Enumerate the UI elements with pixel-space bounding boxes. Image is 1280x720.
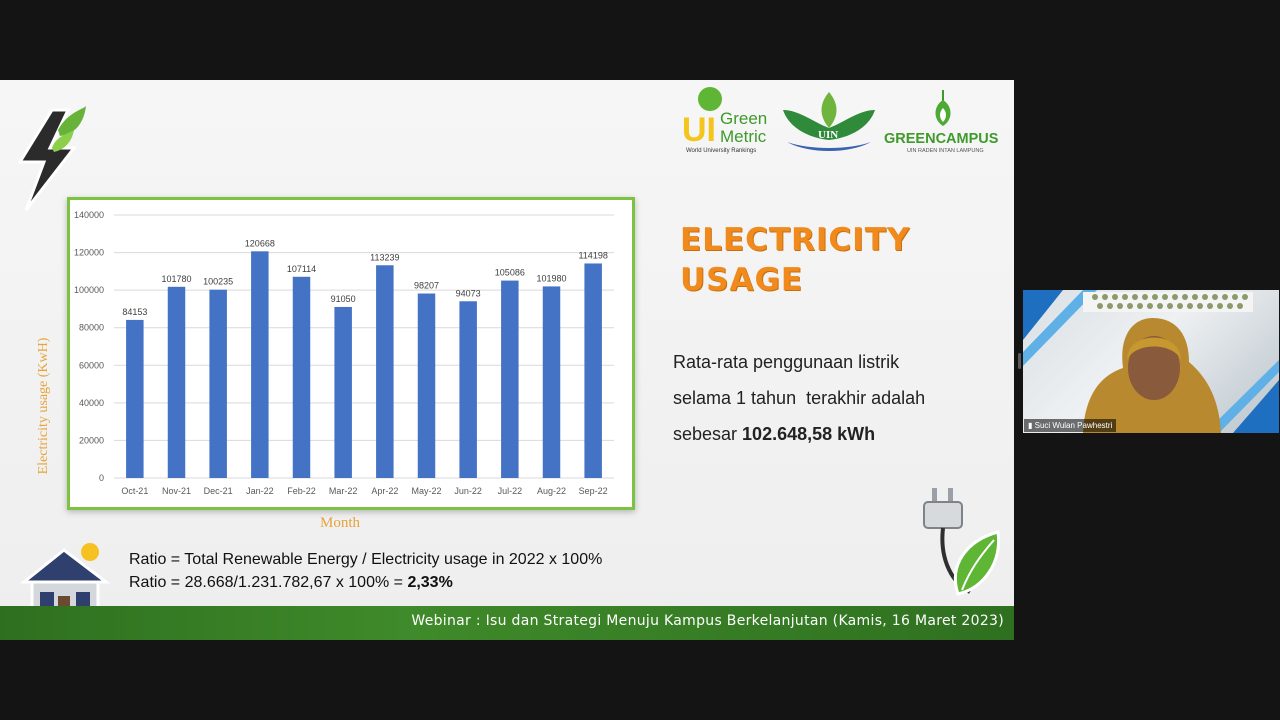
chart-data-label: 94073 <box>456 288 481 298</box>
chart-x-tick-label: Jan-22 <box>246 486 274 496</box>
chart-bar <box>459 301 477 478</box>
chart-data-label: 105086 <box>495 268 525 278</box>
chart-bar <box>584 263 602 478</box>
chart-data-label: 114198 <box>578 250 607 260</box>
lightning-leaf-icon <box>17 106 86 211</box>
greenmetric-logo-green: Green <box>720 109 767 128</box>
chart-x-tick-label: Sep-22 <box>579 486 608 496</box>
chart-x-tick-label: Oct-21 <box>121 486 148 496</box>
greencampus-logo: GREENCAMPUS UIN RADEN INTAN LAMPUNG <box>884 90 999 154</box>
ratio-result: 2,33% <box>407 574 453 591</box>
chart-y-tick-label: 100000 <box>74 285 104 295</box>
participant-name: Suci Wulan Pawhestri <box>1034 421 1113 430</box>
average-usage-value: 102.648,58 kWh <box>742 424 876 444</box>
ratio-calculation: Ratio = 28.668/1.231.782,67 x 100% = 2,3… <box>129 571 689 594</box>
panel-resize-handle[interactable] <box>1018 353 1021 369</box>
chart-data-label: 100235 <box>203 277 233 287</box>
chart-y-tick-label: 40000 <box>79 398 104 408</box>
uin-logo: UIN <box>783 92 875 151</box>
renewable-ratio-text: Ratio = Total Renewable Energy / Electri… <box>129 548 689 594</box>
chart-bar <box>167 286 186 478</box>
slide-footer-bar: Webinar : Isu dan Strategi Menuju Kampus… <box>0 606 1014 640</box>
chart-data-label: 107114 <box>287 264 316 274</box>
desc-line1: Rata-rata penggunaan listrik <box>673 352 900 372</box>
chart-y-tick-label: 0 <box>99 473 104 483</box>
chart-x-tick-label: Nov-21 <box>162 486 191 496</box>
ratio-formula: Ratio = Total Renewable Energy / Electri… <box>129 551 603 568</box>
chart-bar <box>334 306 352 478</box>
greenmetric-logo-sub: World University Rankings <box>686 148 756 154</box>
desc-line3: sebesar 102.648,58 kWh <box>673 416 1003 452</box>
ratio-calculation-prefix: Ratio = 28.668/1.231.782,67 x 100% = <box>129 574 408 591</box>
chart-x-tick-label: Jul-22 <box>498 486 523 496</box>
chart-bar <box>251 251 269 478</box>
chart-data-label: 84153 <box>122 307 147 317</box>
chart-canvas: 0 20000 40000 60000 80000 100000 120000 140000 8… <box>74 210 614 496</box>
presentation-slide: UI Green Metric World University Ranking… <box>0 80 1014 640</box>
chart-x-tick-label: Jun-22 <box>454 486 482 496</box>
chart-x-tick-label: Mar-22 <box>329 486 358 496</box>
chart-data-label: 98207 <box>414 281 439 291</box>
chart-data-label: 120668 <box>245 238 275 248</box>
chart-data-label: 101780 <box>161 274 191 284</box>
greencampus-logo-text: GREENCAMPUS <box>884 131 999 147</box>
chart-y-tick-label: 20000 <box>79 435 104 445</box>
desc-line2: selama 1 tahun terakhir adalah <box>673 388 926 408</box>
greencampus-logo-sub: UIN RADEN INTAN LAMPUNG <box>907 148 984 154</box>
chart-data-label: 91050 <box>331 294 356 304</box>
slide-title-line2: USAGE <box>680 262 804 298</box>
chart-y-axis-label: Electricity usage (KwH) <box>36 337 51 475</box>
chart-bar <box>292 276 311 478</box>
desc-line3-prefix: sebesar <box>673 424 743 444</box>
participant-video-frame <box>1023 290 1279 433</box>
chart-bar <box>417 293 436 478</box>
chart-y-tick-label: 140000 <box>74 210 104 220</box>
chart-y-tick-label: 120000 <box>74 248 104 258</box>
participant-name-tag: ▮ Suci Wulan Pawhestri <box>1024 419 1117 432</box>
participant-video-tile[interactable]: ▮ Suci Wulan Pawhestri <box>1023 290 1279 433</box>
chart-data-label: 101980 <box>536 273 566 283</box>
chart-x-tick-label: Aug-22 <box>537 486 566 496</box>
slide-title: ELECTRICITY USAGE <box>680 220 1000 300</box>
slide-title-line1: ELECTRICITY <box>680 222 911 258</box>
chart-data-label: 113239 <box>370 252 399 262</box>
chart-x-tick-label: Feb-22 <box>287 486 316 496</box>
chart-y-tick-label: 80000 <box>79 323 104 333</box>
average-usage-description: Rata-rata penggunaan listrik selama 1 ta… <box>673 344 1003 452</box>
signal-icon: ▮ <box>1028 421 1033 430</box>
plug-leaf-icon <box>923 488 1001 596</box>
chart-bar <box>376 265 394 478</box>
greenmetric-logo: UI Green Metric World University Ranking… <box>682 87 767 154</box>
chart-x-tick-label: May-22 <box>411 486 441 496</box>
chart-x-tick-label: Apr-22 <box>371 486 398 496</box>
greenmetric-logo-ui: UI <box>682 111 716 149</box>
chart-bar <box>209 289 227 478</box>
electricity-bar-chart: 0 20000 40000 60000 80000 100000 120000 140000 8… <box>67 197 635 510</box>
chart-bar <box>501 280 519 478</box>
chart-x-axis-label: Month <box>319 515 360 531</box>
chart-bar <box>126 319 144 478</box>
greenmetric-logo-metric: Metric <box>720 127 767 146</box>
chart-y-tick-label: 60000 <box>79 360 104 370</box>
chart-bar <box>542 286 561 478</box>
uin-logo-text: UIN <box>818 129 838 141</box>
chart-x-tick-label: Dec-21 <box>204 486 233 496</box>
webinar-footer-text: Webinar : Isu dan Strategi Menuju Kampus… <box>411 613 1004 629</box>
